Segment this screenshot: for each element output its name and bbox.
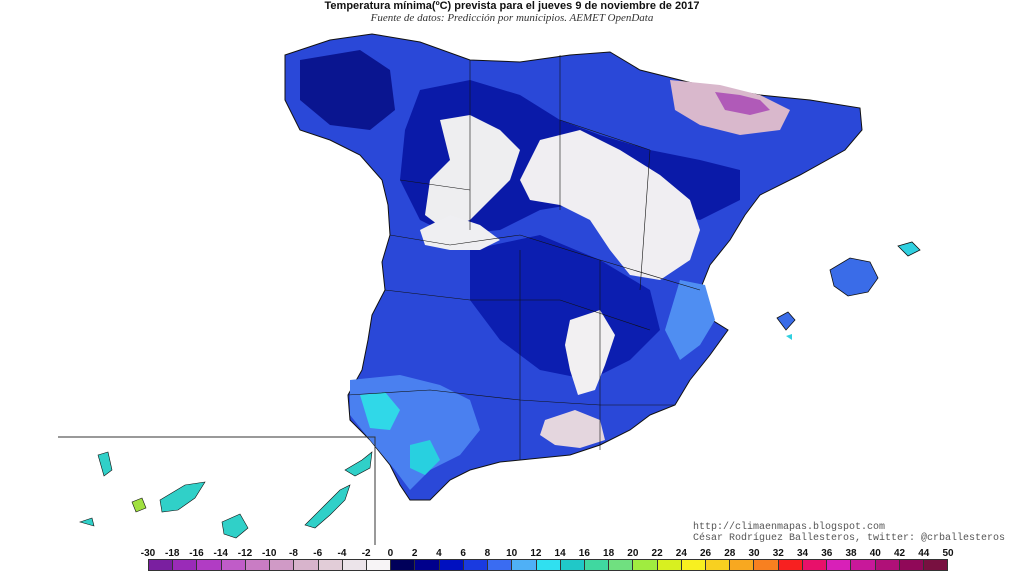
pyrenees-peaks — [715, 92, 770, 115]
legend-swatch — [802, 560, 828, 570]
fuerteventura-island — [304, 484, 351, 529]
cold-zone-central-system — [520, 130, 700, 280]
dark-zone-center — [470, 235, 660, 380]
legend-swatch — [875, 560, 900, 570]
cold-zone-west — [420, 215, 500, 250]
legend-swatch — [197, 560, 222, 570]
legend-swatch — [173, 560, 198, 570]
legend-swatch — [245, 560, 271, 570]
map-subtitle: Fuente de datos: Predicción por municipi… — [370, 12, 654, 24]
legend-label: 6 — [460, 548, 466, 559]
cold-zone-sierra-nevada — [540, 410, 605, 448]
legend-label: 42 — [893, 548, 906, 559]
canary-inset-frame — [58, 436, 376, 545]
legend-swatch — [778, 560, 803, 570]
legend-label: 34 — [796, 548, 809, 559]
legend-color-bar — [148, 559, 948, 571]
legend-swatch — [657, 560, 682, 570]
legend-label: 26 — [700, 548, 712, 559]
la-gomera-island — [131, 497, 147, 513]
menorca-island — [897, 241, 921, 257]
legend-swatch — [439, 560, 464, 570]
legend-label: -14 — [213, 548, 228, 559]
mallorca-island — [829, 257, 879, 297]
credits: http://climaenmapas.blogspot.com César R… — [693, 522, 1005, 544]
legend-label: 4 — [436, 548, 442, 559]
warm-zone-huelva — [360, 392, 400, 430]
la-palma-island — [97, 451, 113, 477]
legend-label: -18 — [165, 548, 180, 559]
legend-label: 20 — [627, 548, 639, 559]
tenerife-island — [159, 481, 206, 513]
ibiza-island — [776, 311, 796, 331]
legend-label: -6 — [313, 548, 323, 559]
legend-label: 24 — [675, 548, 687, 559]
legend-swatch — [270, 560, 295, 570]
province-borders — [347, 55, 701, 460]
map-title: Temperatura mínima(ºC) prevista para el … — [324, 0, 700, 12]
legend-label: 18 — [603, 548, 615, 559]
legend-label: -10 — [261, 548, 277, 559]
legend-label: 38 — [845, 548, 857, 559]
temperature-map — [58, 33, 921, 545]
credits-url: http://climaenmapas.blogspot.com — [693, 522, 886, 533]
legend-swatch — [560, 560, 585, 570]
legend-swatch — [584, 560, 610, 570]
legend-label: 44 — [918, 548, 930, 559]
legend-swatch — [488, 560, 513, 570]
legend-label: -30 — [140, 548, 156, 559]
legend-swatch — [899, 560, 924, 570]
legend-label: -16 — [189, 548, 204, 559]
legend-label: 22 — [651, 548, 663, 559]
cold-zone-iberico — [565, 310, 615, 395]
legend-swatch — [536, 560, 561, 570]
legend-swatch — [366, 560, 392, 570]
legend-swatch — [924, 560, 948, 570]
legend-label: 10 — [506, 548, 518, 559]
legend-swatch — [633, 560, 658, 570]
legend-swatch — [221, 560, 246, 570]
gran-canaria-island — [221, 513, 249, 539]
legend-swatch — [706, 560, 731, 570]
legend-swatch — [681, 560, 707, 570]
legend-label: 2 — [411, 548, 418, 559]
warm-zone-cadiz — [410, 440, 440, 475]
lanzarote-island — [344, 451, 373, 477]
cold-zone-castilla — [425, 115, 520, 230]
legend-swatch — [149, 560, 174, 570]
legend-swatch — [609, 560, 634, 570]
mild-zone-levante — [665, 280, 715, 360]
legend-label: 12 — [530, 548, 542, 559]
legend-label: -4 — [337, 548, 347, 559]
formentera-island — [786, 334, 792, 340]
legend-label: -12 — [237, 548, 253, 559]
legend-swatch — [827, 560, 852, 570]
legend-label: 40 — [869, 548, 881, 559]
el-hierro-island — [78, 517, 95, 527]
legend-label: 0 — [387, 548, 394, 559]
legend-swatch — [851, 560, 876, 570]
legend-swatch — [342, 560, 367, 570]
legend-label: 8 — [484, 548, 491, 559]
legend-swatch — [512, 560, 537, 570]
legend-swatch — [294, 560, 319, 570]
legend-label: -8 — [289, 548, 298, 559]
legend-swatch — [415, 560, 440, 570]
legend-label: 30 — [748, 548, 760, 559]
legend-swatch — [730, 560, 755, 570]
legend-label: -2 — [361, 548, 371, 559]
legend-label: 14 — [554, 548, 566, 559]
legend-swatch — [754, 560, 779, 570]
legend-swatch — [318, 560, 343, 570]
dark-zone-northwest — [300, 50, 395, 130]
legend-label: 16 — [578, 548, 590, 559]
legend-swatch — [391, 560, 416, 570]
legend-labels: -30 -18 -16 -14 -12 -10 -8 -6 -4 -2 0 2 4 6 8 10 12 14 16 1… — [0, 548, 1024, 560]
legend-label: 36 — [821, 548, 833, 559]
legend-label: 28 — [724, 548, 736, 559]
legend-label: 50 — [942, 548, 954, 559]
legend-swatch — [463, 560, 489, 570]
legend-label: 32 — [772, 548, 784, 559]
credits-author: César Rodríguez Ballesteros, twitter: @c… — [693, 533, 1006, 544]
